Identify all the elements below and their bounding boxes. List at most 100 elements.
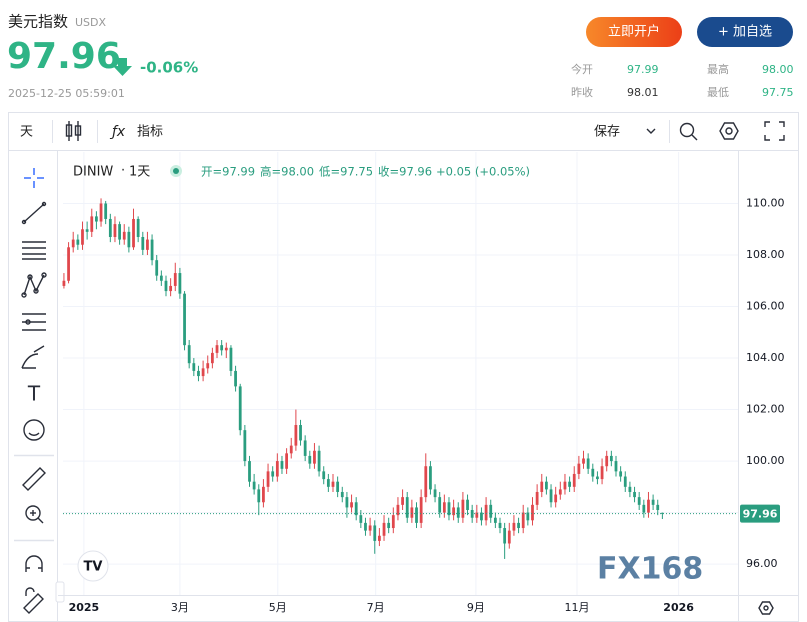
stat-value: 98.00	[762, 63, 794, 76]
time-settings[interactable]	[758, 601, 774, 615]
status-dot	[173, 168, 179, 174]
candle-body	[433, 489, 437, 498]
candle-body	[619, 471, 623, 477]
legend-ohlc: 开=97.99	[201, 165, 255, 179]
lock-tool[interactable]	[23, 587, 44, 614]
x-tick-label: 11月	[565, 601, 590, 614]
candle-body	[326, 479, 330, 487]
y-tick-label: 102.00	[746, 403, 785, 416]
y-tick-label: 108.00	[746, 248, 785, 261]
indicators-button[interactable]: 指标	[137, 125, 163, 140]
candle-body	[201, 368, 205, 377]
candle-body	[456, 507, 460, 518]
candle-body	[169, 285, 173, 292]
candle-type-button[interactable]	[65, 121, 82, 141]
candle-body	[540, 481, 544, 492]
candle-body	[642, 504, 646, 513]
candle-body	[90, 216, 94, 232]
crosshair-tool[interactable]	[24, 168, 44, 188]
change: -0.06%	[140, 59, 198, 77]
candle-body	[596, 476, 599, 480]
candle-body	[192, 363, 196, 371]
emoji-tool[interactable]	[23, 419, 45, 441]
save-menu[interactable]	[646, 128, 656, 134]
candle-body	[81, 229, 84, 245]
candle-body	[484, 504, 488, 521]
candle-body	[628, 486, 632, 492]
quick-search[interactable]	[679, 122, 698, 141]
collapse-toolbar[interactable]	[55, 581, 65, 603]
x-tick-label: 5月	[269, 601, 287, 614]
candle-body	[549, 489, 553, 503]
zoom-tool[interactable]	[25, 505, 44, 524]
settings[interactable]	[719, 122, 739, 140]
watchlist-button[interactable]	[697, 17, 793, 47]
candle-body	[526, 512, 530, 521]
fullscreen[interactable]	[764, 121, 785, 141]
candle-body	[62, 280, 66, 286]
candle-body	[368, 525, 372, 531]
candle-body	[104, 203, 108, 219]
candle-body	[378, 535, 381, 541]
prediction-tool[interactable]	[22, 313, 46, 331]
open-account-label[interactable]: 立即开户	[608, 24, 660, 40]
candle-body	[271, 471, 275, 477]
candle-body	[136, 218, 140, 237]
text-tool[interactable]: T	[27, 382, 41, 406]
fib-tool[interactable]	[22, 241, 46, 260]
candle-body	[387, 522, 391, 529]
candle-body	[480, 512, 483, 521]
candle-body	[600, 466, 604, 480]
candle-body	[498, 522, 502, 529]
candle-body	[164, 280, 168, 292]
brush-tool[interactable]	[21, 345, 45, 369]
candle-body	[122, 231, 126, 240]
legend-ohlc: 低=97.75	[319, 165, 373, 179]
candle-body	[475, 512, 479, 518]
y-tick-label: 110.00	[746, 197, 785, 210]
candle-body	[572, 473, 576, 487]
candle-body	[438, 497, 442, 513]
interval-button[interactable]: 天	[20, 125, 33, 140]
candle-body	[238, 386, 242, 431]
candle-body	[656, 504, 660, 511]
fx-icon[interactable]: ƒx	[109, 124, 126, 140]
candle-body	[493, 517, 497, 523]
down-arrow	[113, 58, 132, 76]
candle-body	[113, 224, 117, 237]
candle-body	[447, 502, 451, 516]
candle-body	[224, 347, 228, 351]
candle-body	[303, 440, 307, 456]
candle-body	[535, 491, 539, 505]
timestamp: 2025-12-25 05:59:01	[8, 87, 125, 100]
y-tick-label: 100.00	[746, 454, 785, 467]
ruler-tool[interactable]	[22, 467, 46, 491]
candle-body	[173, 273, 177, 286]
tv-logo: TV	[77, 550, 109, 582]
svg-text:TV: TV	[84, 560, 103, 575]
magnet-tool[interactable]	[25, 555, 43, 572]
x-tick-label: 2026	[663, 601, 694, 614]
candle-body	[558, 489, 562, 495]
candle-body	[470, 510, 474, 518]
x-tick-label: 7月	[367, 601, 385, 614]
candle-body	[331, 481, 335, 487]
candle-body	[215, 345, 219, 353]
pattern-tool[interactable]	[21, 272, 47, 298]
chart-frame	[8, 112, 799, 622]
save-button[interactable]: 保存	[594, 125, 620, 140]
watchlist-label[interactable]: + 加自选	[718, 25, 772, 40]
candle-body	[280, 461, 284, 469]
candle-body	[275, 461, 279, 477]
candle-body	[609, 455, 613, 462]
candle-body	[234, 370, 237, 387]
candle-body	[248, 461, 251, 482]
candle-body	[614, 461, 618, 472]
open-account-button[interactable]	[586, 17, 682, 47]
candle-body	[605, 455, 609, 467]
candle-body	[71, 239, 75, 248]
trend-line-tool[interactable]	[21, 201, 47, 225]
candle-body	[206, 363, 210, 369]
candle-body	[466, 499, 469, 511]
